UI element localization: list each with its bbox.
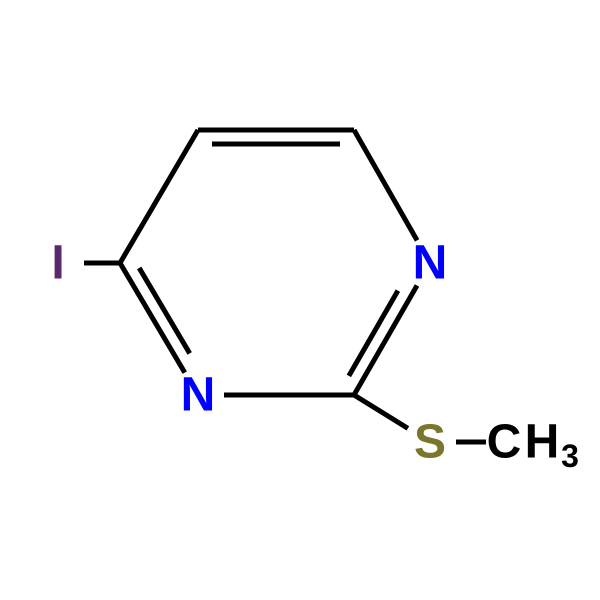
atom-label-N: N: [181, 369, 216, 422]
atom-label-H3-sub: 3: [561, 438, 579, 474]
atoms-layer: N N I SCH3: [51, 237, 579, 475]
atom-label-N: N: [413, 237, 448, 290]
atom-label-C: C: [487, 416, 522, 469]
molecule-diagram: N N I SCH3: [0, 0, 600, 600]
atom-label-S: S: [414, 416, 446, 469]
atom-label-H: H: [525, 416, 560, 469]
atom-label-I: I: [51, 237, 64, 290]
